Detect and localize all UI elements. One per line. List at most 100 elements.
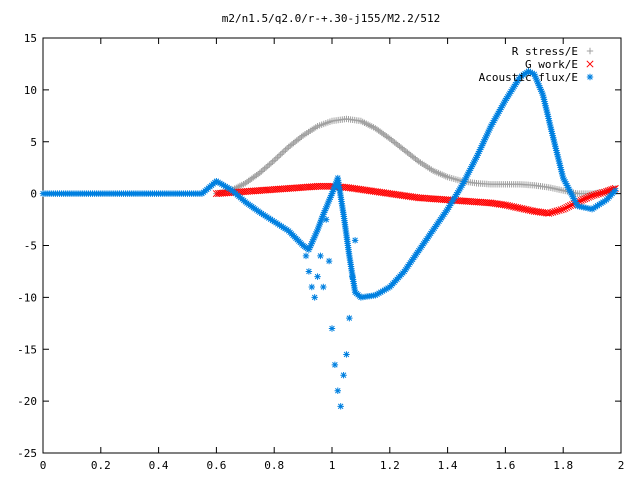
data-point — [549, 132, 556, 139]
data-point — [254, 170, 262, 178]
data-point — [472, 155, 479, 163]
data-point — [600, 188, 609, 196]
data-point — [566, 187, 574, 195]
data-point — [485, 128, 492, 136]
data-point — [332, 180, 339, 188]
data-point — [308, 283, 315, 291]
data-point — [314, 273, 321, 280]
data-point — [456, 185, 464, 193]
data-point — [310, 236, 317, 243]
data-point — [314, 226, 321, 234]
data-point — [448, 198, 456, 206]
data-point — [538, 89, 546, 97]
series-layer — [39, 68, 619, 410]
data-point — [245, 177, 252, 185]
x-tick-label: 2 — [618, 459, 625, 472]
data-point — [312, 230, 320, 238]
data-point — [454, 189, 461, 196]
data-point — [551, 208, 559, 216]
data-point — [497, 106, 504, 113]
data-point — [253, 171, 260, 179]
legend-label: Acoustic flux/E — [479, 71, 578, 84]
data-point — [559, 205, 567, 213]
data-point — [242, 180, 249, 187]
data-point — [570, 195, 577, 202]
x-tick-label: 1 — [329, 459, 336, 472]
data-point — [537, 86, 544, 93]
x-tick-label: 1.6 — [495, 459, 515, 472]
data-point — [531, 71, 538, 78]
data-point — [320, 211, 327, 218]
data-point — [213, 177, 220, 185]
data-point — [471, 157, 478, 165]
data-point — [320, 283, 327, 291]
data-point — [542, 102, 549, 109]
data-point — [307, 242, 314, 249]
data-point — [319, 213, 326, 220]
data-point — [397, 144, 405, 151]
data-point — [349, 273, 356, 280]
data-point — [261, 165, 268, 172]
data-point — [446, 202, 454, 209]
data-point — [346, 314, 353, 322]
data-point — [372, 125, 379, 132]
x-tick-label: 0 — [40, 459, 47, 472]
legend-marker — [586, 60, 594, 68]
data-point — [550, 134, 557, 141]
data-point — [383, 133, 390, 140]
data-point — [453, 191, 460, 198]
data-point — [536, 84, 544, 91]
data-point — [285, 143, 292, 151]
data-point — [484, 130, 491, 138]
data-point — [343, 351, 350, 358]
y-tick-label: 10 — [24, 84, 37, 97]
data-point — [262, 164, 270, 171]
data-point — [560, 176, 568, 184]
data-point — [551, 138, 558, 146]
y-tick-label: 15 — [24, 32, 37, 45]
data-point — [558, 170, 566, 178]
data-point — [321, 207, 329, 214]
data-point — [538, 88, 545, 95]
legend-label: R stress/E — [512, 45, 578, 58]
data-point — [567, 189, 575, 197]
data-point — [544, 113, 552, 120]
data-point — [222, 183, 229, 190]
data-point — [552, 145, 560, 152]
data-point — [391, 139, 398, 146]
data-point — [288, 141, 296, 148]
data-point — [555, 155, 562, 163]
data-point — [468, 163, 475, 170]
data-point — [557, 166, 565, 173]
y-tick-label: -20 — [17, 395, 37, 408]
data-point — [275, 152, 283, 160]
data-point — [568, 191, 576, 199]
data-point — [554, 151, 561, 158]
data-point — [486, 124, 494, 132]
data-point — [351, 237, 359, 244]
data-point — [556, 162, 564, 169]
data-point — [216, 180, 224, 187]
series-2 — [39, 68, 619, 410]
data-point — [522, 205, 530, 214]
data-point — [327, 194, 334, 201]
data-point — [594, 190, 602, 198]
data-point — [447, 200, 455, 207]
data-point — [508, 202, 516, 210]
data-point — [541, 100, 549, 107]
data-point — [409, 153, 416, 160]
y-tick-label: 5 — [30, 136, 37, 149]
data-point — [480, 138, 487, 145]
data-point — [470, 159, 477, 167]
data-point — [315, 224, 322, 232]
data-point — [550, 136, 557, 144]
data-point — [543, 106, 550, 114]
data-point — [375, 290, 383, 297]
data-point — [410, 154, 418, 161]
data-point — [315, 222, 323, 230]
data-point — [375, 127, 382, 134]
data-point — [399, 145, 406, 152]
data-point — [498, 104, 505, 111]
